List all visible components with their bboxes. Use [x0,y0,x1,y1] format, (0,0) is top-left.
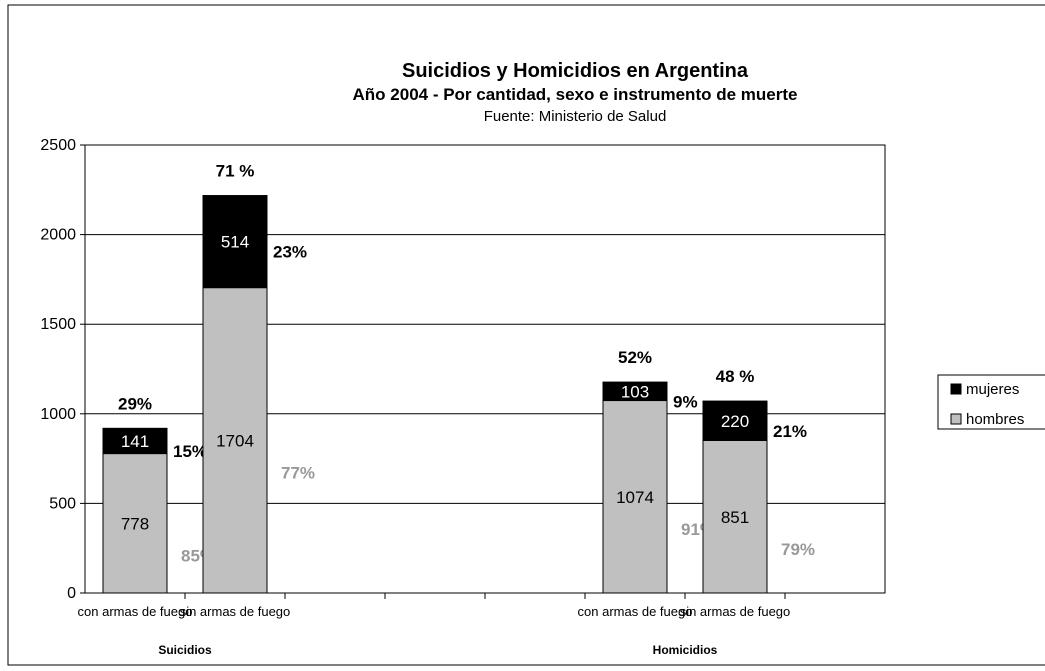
x-group-label: Homicidios [653,643,718,657]
bar-hombres [202,287,268,594]
bar-mujeres [702,400,768,442]
legend: mujeres hombres [937,374,1045,430]
data-label-mujeres: 220 [721,412,749,431]
data-label-hombres: 778 [121,514,149,533]
legend-label-hombres: hombres [966,411,1024,428]
annotation-hombres-pct: 79% [781,540,815,559]
data-label-hombres: 1074 [616,488,654,507]
x-category-label: con armas de fuego [78,604,193,619]
y-tick-label: 1500 [40,316,76,333]
annotation-total-pct: 29% [118,394,152,413]
data-label-hombres: 1704 [216,431,254,450]
annotation-hombres-pct: 77% [281,463,315,482]
y-tick-label: 1000 [40,406,76,423]
bar-hombres [702,440,768,594]
legend-swatch-hombres [950,413,962,425]
y-axis: 0 500 1000 1500 2000 2500 [40,137,85,602]
bar-hombres [102,453,168,594]
y-tick-label: 2000 [40,227,76,244]
data-label-mujeres: 103 [621,382,649,401]
chart-title: Suicidios y Homicidios en Argentina [402,60,749,82]
bar-mujeres [102,427,168,455]
y-tick-label: 500 [49,495,76,512]
data-label-hombres: 851 [721,508,749,527]
chart-source: Fuente: Ministerio de Salud [484,108,667,125]
data-label-mujeres: 141 [121,432,149,451]
annotation-mujeres-pct: 15% [173,442,207,461]
legend-swatch-mujeres [950,383,962,395]
annotation-total-pct: 71 % [216,162,255,181]
y-tick-label: 2500 [40,137,76,154]
annotation-total-pct: 52% [618,348,652,367]
bar-mujeres [202,195,268,289]
annotation-mujeres-pct: 21% [773,422,807,441]
legend-label-mujeres: mujeres [966,381,1019,398]
bar-mujeres [602,381,668,402]
y-tick-label: 0 [67,585,76,602]
data-label-mujeres: 514 [221,233,249,252]
x-group-label: Suicidios [158,643,212,657]
annotation-mujeres-pct: 23% [273,243,307,262]
chart-subtitle: Año 2004 - Por cantidad, sexo e instrume… [353,85,798,104]
x-category-label: con armas de fuego [578,604,693,619]
annotation-total-pct: 48 % [716,367,755,386]
x-category-label: sin armas de fuego [680,604,791,619]
x-category-label: sin armas de fuego [180,604,291,619]
bar-hombres [602,400,668,594]
annotation-mujeres-pct: 9% [673,392,698,411]
